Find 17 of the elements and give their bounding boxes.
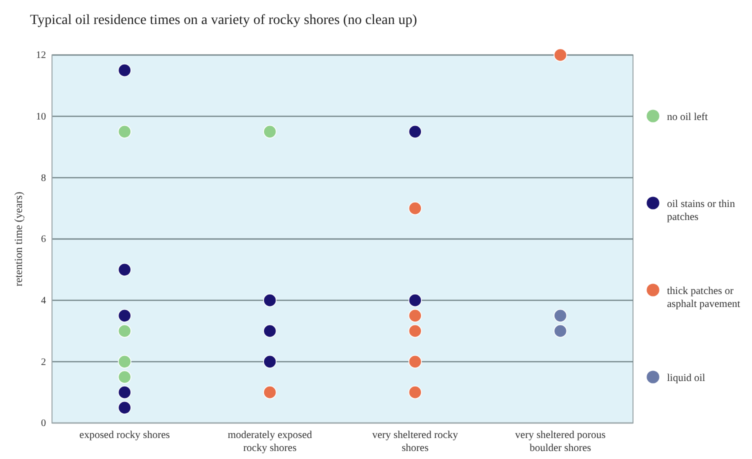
y-tick-label: 2 — [41, 356, 46, 368]
y-axis-title: retention time (years) — [13, 191, 25, 286]
y-tick-label: 6 — [41, 234, 46, 246]
legend-label: thick patches or asphalt pavement — [667, 286, 740, 310]
legend-label: liquid oil — [667, 373, 706, 384]
chart-title: Typical oil residence times on a variety of rocky shores (no clean up) — [30, 13, 418, 28]
legend-label: oil stains or thin patches — [667, 199, 736, 223]
y-tick-label: 8 — [41, 172, 46, 184]
y-tick-label: 0 — [41, 418, 46, 430]
y-tick-label: 4 — [41, 296, 46, 307]
x-tick-label: very sheltered porous boulder shores — [515, 430, 606, 454]
x-tick-label: very sheltered rocky shores — [372, 430, 459, 454]
y-tick-label: 12 — [36, 50, 46, 62]
y-tick-label: 10 — [36, 112, 46, 123]
x-tick-label: moderately exposed rocky shores — [228, 430, 313, 454]
x-tick-label: exposed rocky shores — [79, 430, 170, 441]
legend-label: no oil left — [667, 112, 708, 123]
